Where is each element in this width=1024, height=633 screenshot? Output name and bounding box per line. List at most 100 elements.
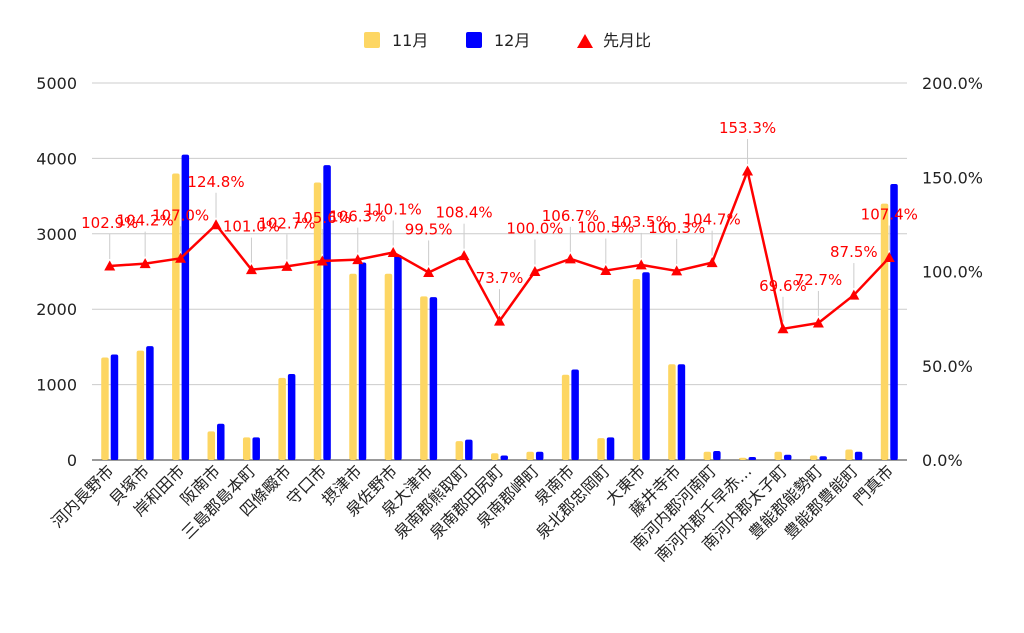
ratio-point-marker: [139, 258, 151, 269]
right-tick-label: 150.0%: [922, 168, 983, 187]
ratio-data-label: 101.0%: [223, 218, 280, 236]
ratio-data-label: 110.1%: [365, 200, 422, 218]
legend-label-nov: 11月: [392, 31, 428, 50]
bar-november: [420, 296, 428, 460]
ratio-data-label: 72.7%: [795, 271, 843, 289]
legend-swatch-dec: [466, 32, 482, 48]
bar-november: [880, 203, 889, 460]
ratio-point-marker: [848, 289, 860, 300]
category-label: 門真市: [850, 461, 897, 508]
ratio-point-marker: [245, 264, 257, 275]
legend-triangle-ratio-icon: [577, 34, 593, 48]
bar-december: [146, 346, 154, 460]
ratio-point-marker: [494, 315, 505, 326]
ratio-data-label: 73.7%: [476, 269, 524, 287]
ratio-point-marker: [281, 260, 293, 271]
ratio-point-marker: [564, 253, 576, 264]
bar-november: [597, 438, 605, 460]
left-y-axis: 0 1000 2000 3000 4000 5000: [36, 74, 77, 470]
bar-november: [349, 273, 357, 460]
bar-december: [394, 254, 402, 460]
bar-november: [561, 374, 570, 460]
ratio-data-label: 100.0%: [506, 220, 563, 238]
category-label: 守口市: [283, 461, 330, 508]
bar-november: [526, 451, 534, 460]
bar-december: [110, 354, 119, 460]
ratio-point-marker: [812, 317, 824, 328]
bar-december: [713, 450, 721, 460]
ratio-data-label: 106.3%: [329, 208, 386, 226]
left-tick-label: 5000: [36, 74, 77, 93]
ratio-point-marker: [352, 254, 364, 265]
right-tick-label: 200.0%: [922, 74, 983, 93]
left-tick-label: 0: [67, 451, 77, 470]
ratio-data-label: 124.8%: [187, 173, 244, 191]
bar-december: [606, 437, 615, 460]
bar-november: [136, 350, 145, 460]
bar-december: [890, 184, 898, 460]
ratio-data-label: 99.5%: [405, 220, 453, 238]
ratio-data-label: 107.4%: [861, 206, 918, 224]
bars: [101, 154, 898, 461]
legend-swatch-nov: [364, 32, 380, 48]
legend: 11月 12月 先月比: [364, 31, 651, 50]
ratio-data-label: 108.4%: [435, 204, 492, 222]
bar-december: [181, 154, 190, 460]
legend-label-dec: 12月: [494, 31, 530, 50]
bar-november: [172, 173, 180, 461]
right-tick-label: 50.0%: [922, 357, 973, 376]
bar-december: [535, 451, 544, 460]
bar-november: [739, 457, 747, 460]
left-tick-label: 4000: [36, 149, 77, 168]
ratio-point-marker: [671, 265, 683, 276]
bar-december: [854, 451, 863, 460]
left-tick-label: 3000: [36, 225, 77, 244]
bar-december: [500, 455, 508, 460]
bar-december: [677, 364, 686, 460]
bar-november: [313, 182, 322, 460]
bar-november: [384, 273, 393, 460]
ratio-point-marker: [316, 255, 328, 266]
ratio-point-marker: [104, 260, 116, 271]
bar-december: [252, 437, 260, 460]
bar-december: [783, 454, 792, 460]
ratio-point-marker: [423, 266, 435, 277]
ratio-point-marker: [706, 257, 718, 268]
ratio-data-label: 105.6%: [294, 209, 351, 227]
ratio-point-marker: [458, 250, 470, 261]
left-tick-label: 1000: [36, 376, 77, 395]
ratio-data-label: 153.3%: [719, 119, 776, 137]
bar-december: [571, 369, 579, 460]
ratio-data-label: 87.5%: [830, 243, 878, 261]
ratio-data-label: 104.7%: [684, 211, 741, 229]
data-labels: 102.9%104.2%107.0% 124.8% 101.0%102.7%105.…: [81, 119, 918, 322]
bar-december: [287, 374, 296, 460]
left-tick-label: 2000: [36, 300, 77, 319]
bar-november: [845, 449, 853, 460]
bar-november: [455, 441, 464, 460]
bar-december: [358, 262, 367, 460]
ratio-point-marker: [742, 165, 754, 176]
right-tick-label: 0.0%: [922, 451, 963, 470]
bar-november: [668, 364, 676, 460]
ratio-line: [104, 165, 895, 334]
legend-label-ratio: 先月比: [603, 31, 651, 50]
ratio-data-label: 102.7%: [258, 214, 315, 232]
bar-november: [242, 437, 251, 460]
ratio-data-label: 103.5%: [613, 213, 670, 231]
bar-november: [809, 455, 818, 460]
ratio-data-label: 106.7%: [542, 207, 599, 225]
ratio-point-marker: [635, 259, 647, 270]
right-tick-label: 100.0%: [922, 263, 983, 282]
ratio-data-label: 69.6%: [759, 277, 807, 295]
ratio-data-label: 104.2%: [117, 212, 174, 230]
bar-december: [748, 456, 757, 460]
bar-november: [632, 279, 641, 460]
bar-december: [465, 439, 473, 460]
ratio-point-marker: [387, 246, 399, 257]
bar-december: [642, 272, 650, 460]
ratio-point-marker: [883, 252, 895, 263]
ratio-data-label: 100.3%: [648, 219, 705, 237]
bar-november: [703, 451, 712, 460]
